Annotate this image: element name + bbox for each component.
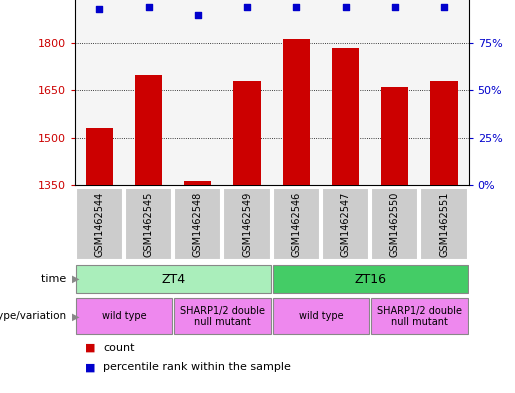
- Text: GSM1462546: GSM1462546: [291, 191, 301, 257]
- Point: [341, 4, 350, 11]
- Text: ZT16: ZT16: [354, 272, 386, 286]
- Text: count: count: [103, 343, 134, 353]
- Text: GSM1462547: GSM1462547: [340, 191, 351, 257]
- Text: SHARP1/2 double
null mutant: SHARP1/2 double null mutant: [377, 306, 462, 327]
- Bar: [381, 87, 408, 185]
- Text: ▶: ▶: [72, 274, 80, 284]
- Text: SHARP1/2 double
null mutant: SHARP1/2 double null mutant: [180, 306, 265, 327]
- Text: GSM1462550: GSM1462550: [390, 191, 400, 257]
- Text: time: time: [41, 274, 70, 284]
- Text: ▶: ▶: [72, 311, 80, 321]
- Bar: [272, 264, 468, 294]
- Text: GSM1462549: GSM1462549: [242, 191, 252, 257]
- Point: [440, 4, 448, 11]
- Bar: [420, 188, 468, 260]
- Bar: [272, 298, 369, 334]
- Bar: [76, 298, 172, 334]
- Text: wild type: wild type: [299, 311, 343, 321]
- Bar: [431, 81, 457, 185]
- Bar: [86, 128, 113, 185]
- Bar: [233, 81, 261, 185]
- Bar: [322, 188, 369, 260]
- Point: [391, 4, 399, 11]
- Point: [95, 6, 104, 13]
- Bar: [283, 39, 310, 185]
- Text: wild type: wild type: [101, 311, 146, 321]
- Bar: [184, 181, 211, 185]
- Text: percentile rank within the sample: percentile rank within the sample: [103, 362, 291, 373]
- Text: ■: ■: [85, 362, 95, 373]
- Bar: [272, 188, 320, 260]
- Bar: [371, 188, 418, 260]
- Text: GSM1462551: GSM1462551: [439, 191, 449, 257]
- Bar: [135, 75, 162, 185]
- Point: [144, 4, 152, 11]
- Text: GSM1462548: GSM1462548: [193, 191, 203, 257]
- Text: ■: ■: [85, 343, 95, 353]
- Text: GSM1462544: GSM1462544: [94, 191, 105, 257]
- Point: [292, 4, 300, 11]
- Text: ZT4: ZT4: [161, 272, 185, 286]
- Bar: [371, 298, 468, 334]
- Bar: [332, 48, 359, 185]
- Bar: [125, 188, 172, 260]
- Text: genotype/variation: genotype/variation: [0, 311, 70, 321]
- Point: [194, 12, 202, 18]
- Bar: [224, 188, 271, 260]
- Bar: [76, 264, 271, 294]
- Point: [243, 4, 251, 11]
- Bar: [76, 188, 123, 260]
- Bar: [174, 188, 221, 260]
- Text: GSM1462545: GSM1462545: [144, 191, 153, 257]
- Bar: [174, 298, 271, 334]
